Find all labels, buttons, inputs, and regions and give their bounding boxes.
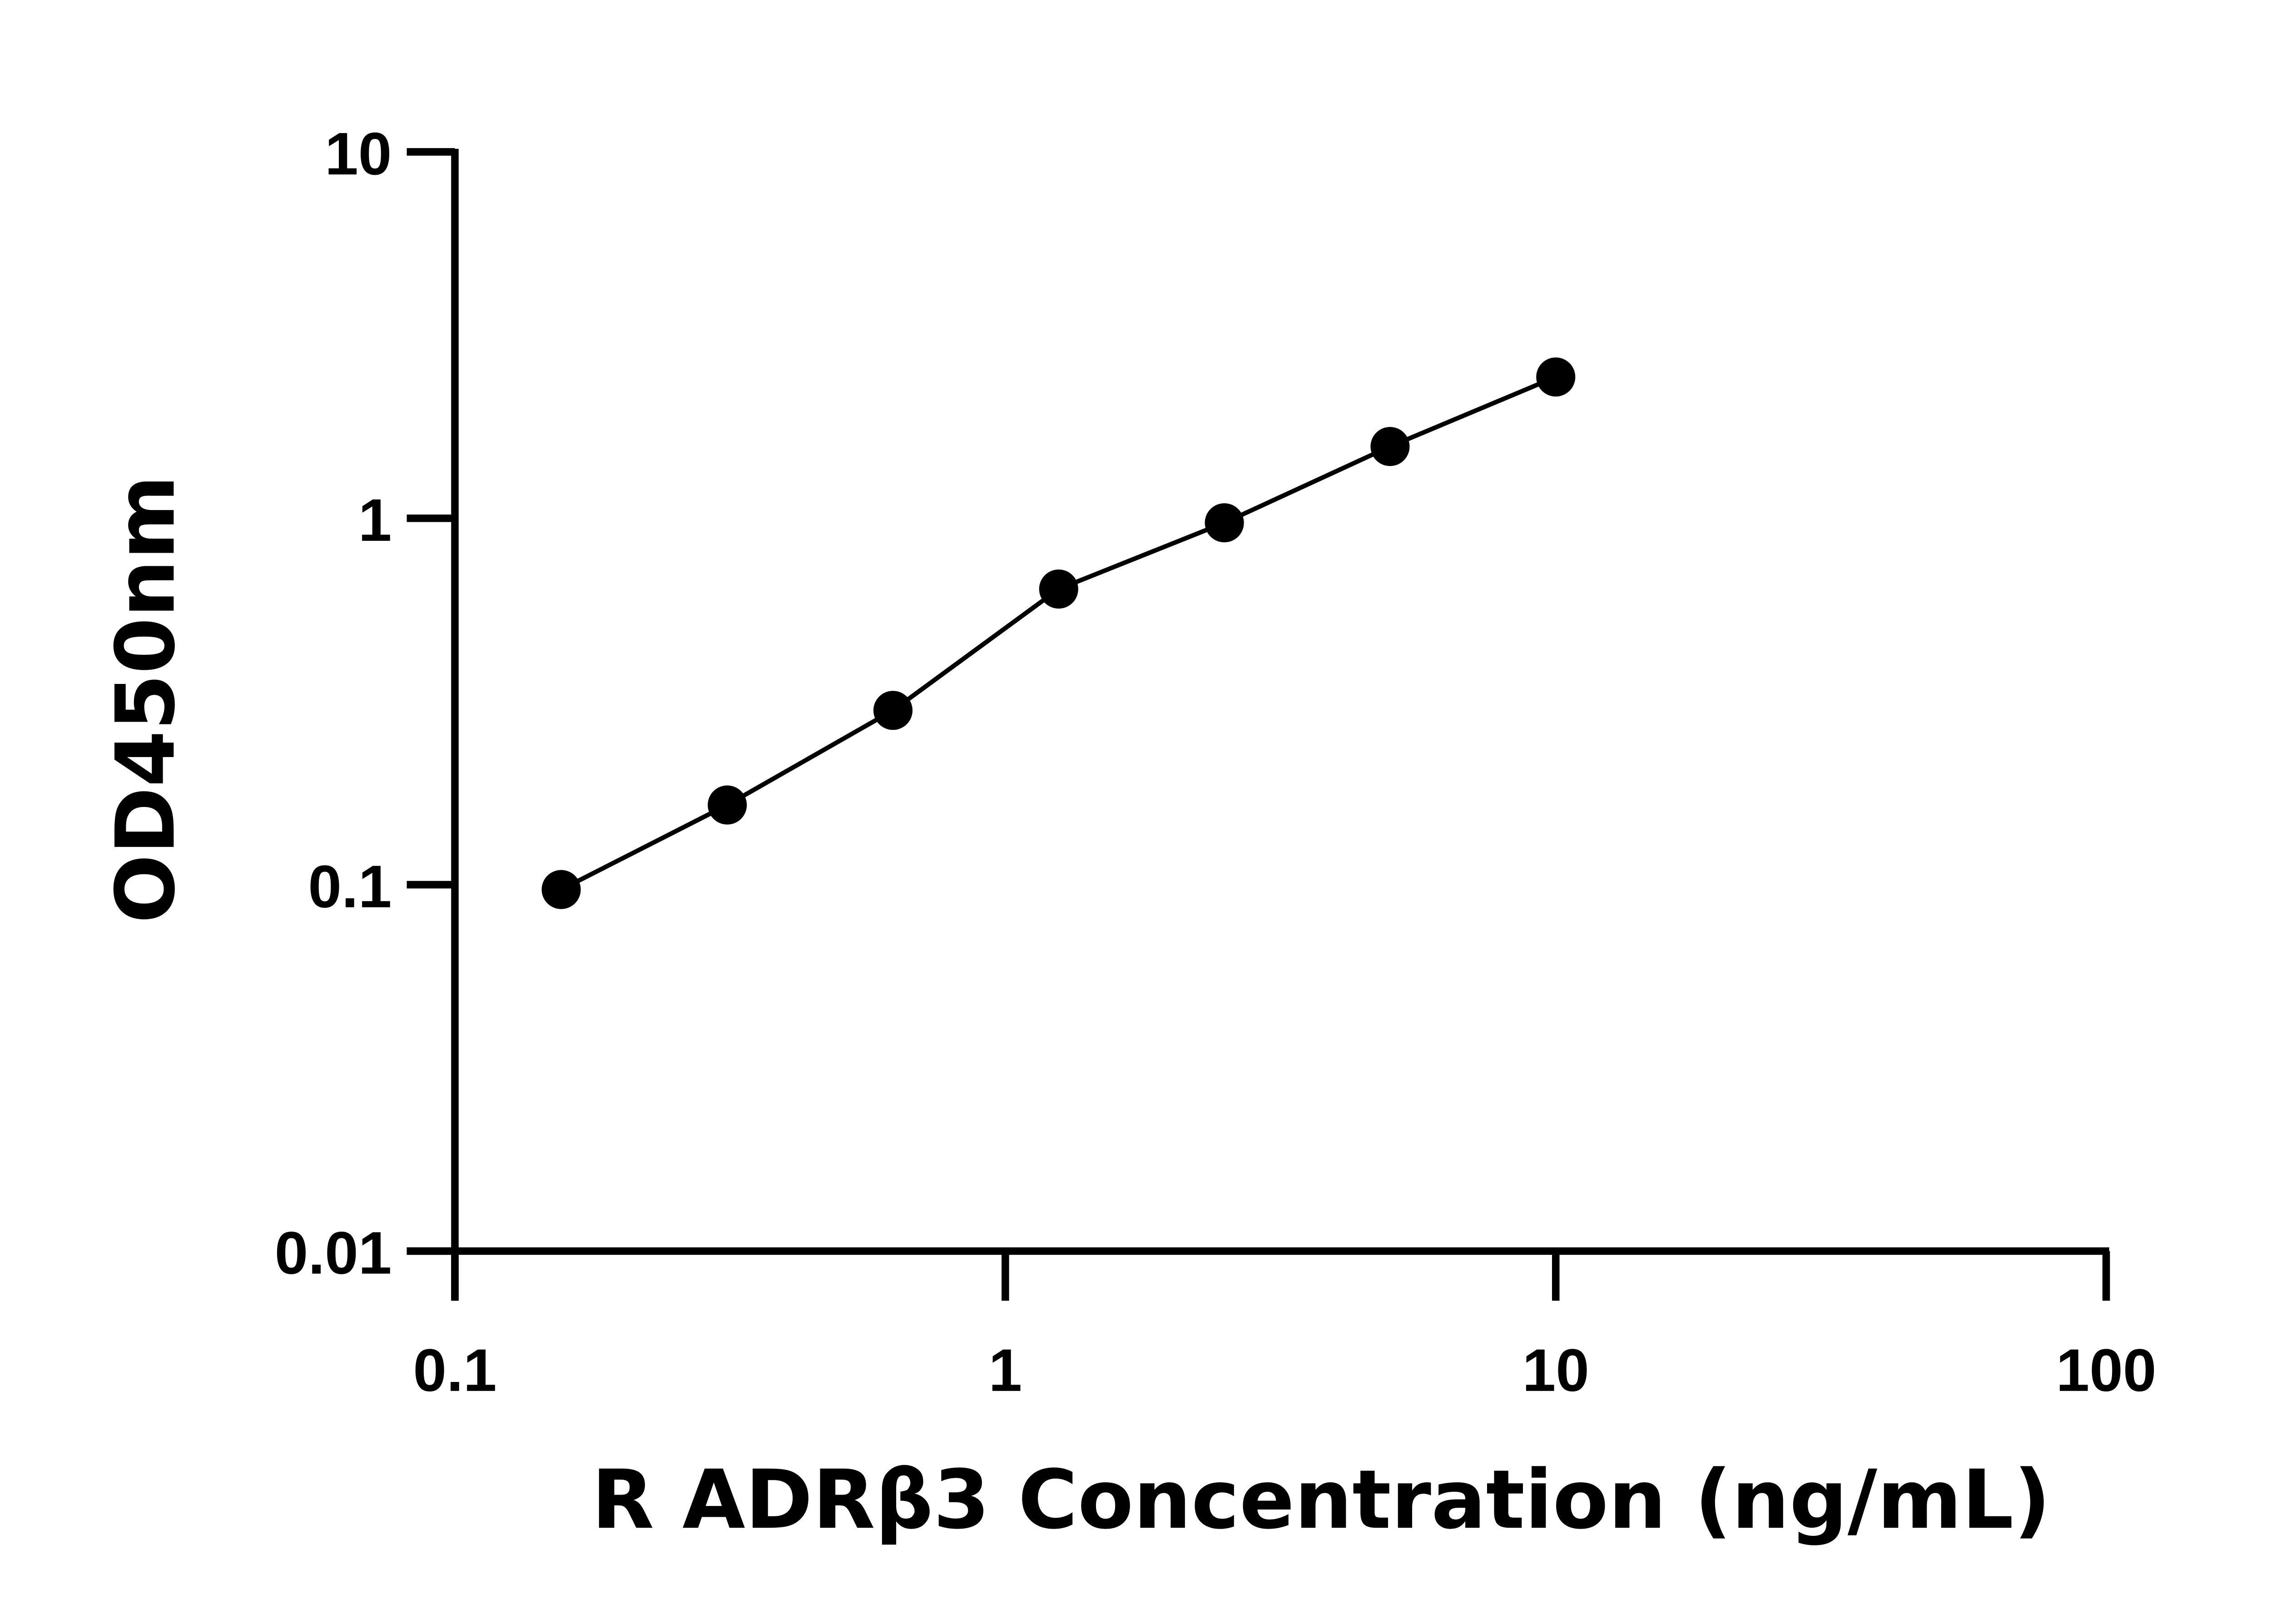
y-tick-label: 10 [325,120,392,188]
x-tick-label: 10 [1522,1337,1589,1404]
x-tick-label: 100 [2056,1337,2157,1404]
data-point [541,870,581,909]
x-tick-label: 0.1 [413,1337,496,1404]
data-point [873,691,913,730]
data-point [1536,357,1576,397]
x-axis-label: R ADRβ3 Concentration (ng/mL) [591,1453,2051,1547]
x-tick-label: 1 [989,1337,1022,1404]
data-point [1205,503,1244,543]
y-axis-label: OD450nm [99,475,193,923]
y-tick-label: 0.1 [308,853,392,921]
axes [407,149,2109,1301]
y-tick-label: 1 [358,487,392,554]
y-tick-label: 0.01 [275,1220,392,1287]
data-point [708,785,747,825]
data-point [1039,569,1078,609]
data-point [1370,427,1410,466]
